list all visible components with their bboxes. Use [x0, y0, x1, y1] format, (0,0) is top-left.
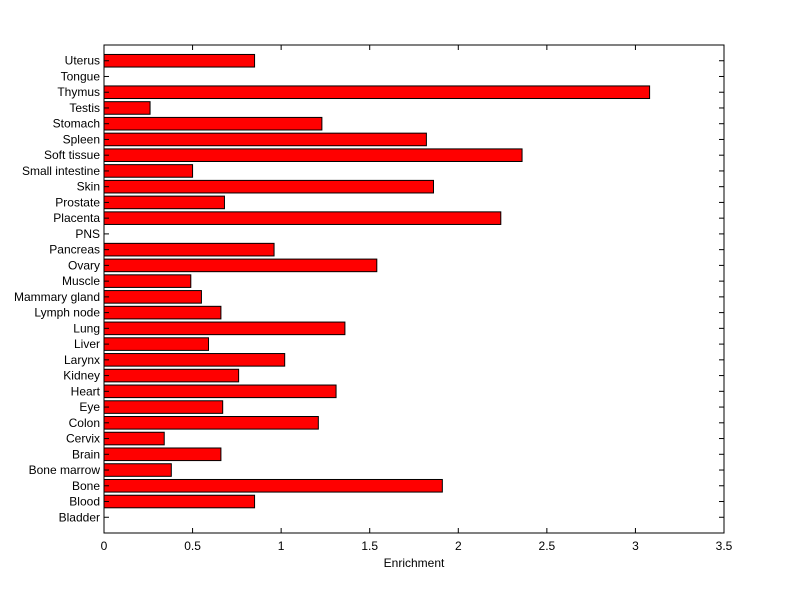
y-tick-label: Cervix: [66, 432, 100, 446]
y-tick-label: Muscle: [62, 274, 100, 288]
y-tick-label: Eye: [79, 400, 100, 414]
y-tick-label: Lymph node: [34, 306, 100, 320]
bar-brain: [103, 447, 222, 462]
bar-mammary-gland: [103, 290, 202, 304]
bar-colon: [103, 416, 319, 430]
bar-placenta: [103, 211, 502, 225]
bar-skin: [103, 179, 434, 194]
y-tick-label: Pancreas: [49, 243, 100, 257]
bar-bone-marrow: [103, 463, 172, 477]
x-tick-label: 1.5: [361, 539, 378, 553]
x-axis-title: Enrichment: [384, 556, 445, 570]
bar-prostate: [103, 195, 225, 210]
y-tick-label: Placenta: [53, 211, 100, 225]
y-tick-label: Bone marrow: [29, 463, 101, 477]
bar-liver: [103, 337, 210, 351]
bar-muscle: [103, 274, 192, 288]
y-tick-label: Stomach: [53, 117, 100, 131]
bar-ovary: [103, 258, 378, 273]
y-tick-label: Lung: [73, 321, 100, 335]
bar-uterus: [103, 53, 256, 68]
bar-lung: [103, 321, 346, 336]
x-tick-label: 3.5: [716, 539, 733, 553]
y-tick-label: Small intestine: [22, 164, 100, 178]
bar-eye: [103, 400, 224, 414]
y-tick-label: Bone: [72, 479, 100, 493]
y-tick-label: Colon: [69, 416, 100, 430]
y-tick-label: Heart: [71, 384, 101, 398]
bar-soft-tissue: [103, 148, 523, 162]
bar-testis: [103, 101, 151, 115]
y-tick-label: Mammary gland: [14, 290, 100, 304]
x-axis: 0 0.5 1 1.5 2 2.5 3 3.5: [101, 45, 733, 553]
bar-larynx: [103, 353, 286, 367]
bar-stomach: [103, 116, 323, 131]
bar-thymus: [103, 85, 651, 100]
x-tick-label: 1: [278, 539, 285, 553]
y-tick-label: Tongue: [61, 69, 101, 83]
y-tick-label: PNS: [75, 227, 100, 241]
y-tick-label: Blood: [69, 495, 100, 509]
y-tick-label: Prostate: [55, 195, 100, 209]
y-tick-label: Soft tissue: [44, 148, 100, 162]
bar-heart: [103, 384, 337, 399]
y-tick-label: Bladder: [59, 510, 100, 524]
y-tick-label: Testis: [69, 101, 100, 115]
x-tick-label: 0.5: [184, 539, 201, 553]
bar-cervix: [103, 431, 165, 446]
y-tick-label: Skin: [77, 180, 100, 194]
bar-small-intestine: [103, 164, 194, 178]
bar-kidney: [103, 368, 240, 383]
bar-blood: [103, 494, 256, 509]
bar-lymph-node: [103, 305, 222, 320]
x-tick-label: 0: [101, 539, 108, 553]
y-tick-label: Ovary: [68, 258, 100, 272]
y-tick-label: Larynx: [64, 353, 100, 367]
bars-group: [103, 53, 651, 509]
bar-spleen: [103, 132, 427, 147]
bar-pancreas: [103, 242, 275, 257]
x-tick-label: 2: [455, 539, 462, 553]
y-tick-label: Kidney: [63, 369, 100, 383]
y-tick-label: Brain: [72, 447, 100, 461]
x-tick-label: 2.5: [539, 539, 556, 553]
x-tick-label: 3: [632, 539, 639, 553]
y-tick-label: Uterus: [65, 54, 100, 68]
bar-bone: [103, 478, 443, 493]
y-tick-label: Thymus: [57, 85, 100, 99]
y-tick-label: Liver: [74, 337, 100, 351]
y-tick-label: Spleen: [63, 132, 100, 146]
